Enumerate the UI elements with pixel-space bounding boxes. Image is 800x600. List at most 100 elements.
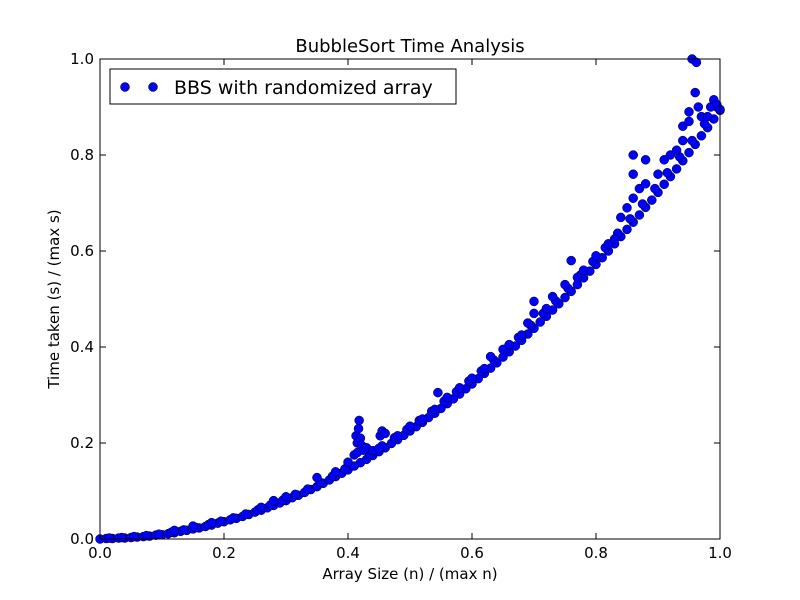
data-point: [504, 339, 514, 350]
data-point: [628, 193, 638, 203]
data-point: [417, 414, 428, 424]
legend-box: [109, 68, 457, 105]
data-point: [541, 303, 552, 314]
y-tick-label: 1.0: [70, 50, 94, 68]
chart-title: BubbleSort Time Analysis: [295, 36, 524, 57]
data-point: [560, 279, 570, 290]
data-point: [116, 532, 127, 543]
data-point: [529, 296, 539, 307]
data-point: [479, 363, 490, 374]
data-point: [640, 179, 651, 189]
data-point: [154, 529, 164, 539]
data-point: [591, 251, 601, 261]
data-point: [640, 155, 651, 165]
data-point: [467, 373, 477, 383]
data-point: [702, 111, 713, 122]
data-point: [405, 421, 415, 431]
data-point: [650, 183, 660, 194]
data-point: [330, 467, 341, 477]
data-point: [625, 214, 635, 224]
y-tick-label: 0.4: [70, 338, 94, 356]
data-point: [442, 392, 452, 403]
data-point: [374, 443, 384, 454]
data-point: [696, 131, 707, 141]
y-tick-label: 0.2: [70, 434, 94, 452]
legend: BBS with randomized array: [109, 68, 457, 105]
data-point: [240, 509, 251, 519]
data-point: [628, 169, 638, 179]
data-point: [529, 308, 539, 319]
data-point: [684, 147, 694, 158]
data-point: [290, 489, 301, 500]
data-point: [693, 102, 704, 112]
data-point: [547, 291, 558, 302]
data-point: [312, 472, 322, 483]
data-point: [256, 502, 266, 513]
y-tick-label: 0.8: [70, 146, 94, 164]
x-axis-label: Array Size (n) / (max n): [322, 565, 497, 583]
x-tick-label: 0.6: [460, 544, 484, 562]
data-point: [216, 516, 226, 526]
x-tick-label: 1.0: [708, 544, 732, 562]
data-point: [228, 513, 239, 523]
data-point: [523, 318, 533, 328]
data-point: [560, 292, 570, 303]
y-tick-label: 0.0: [70, 530, 94, 548]
x-tick-label: 0.2: [212, 544, 236, 562]
data-point: [268, 495, 279, 506]
x-tick-label: 0.4: [336, 544, 360, 562]
data-point: [566, 255, 576, 266]
data-point: [678, 135, 688, 146]
data-point: [634, 210, 645, 220]
plot-frame: [99, 58, 721, 540]
data-point: [637, 199, 648, 209]
data-point: [535, 317, 545, 327]
data-point: [662, 168, 673, 178]
data-point: [206, 517, 217, 528]
data-point: [430, 404, 440, 415]
data-point: [691, 57, 702, 68]
data-point: [671, 164, 682, 174]
data-point: [690, 87, 700, 98]
data-point: [628, 150, 638, 160]
plot-area: [100, 59, 720, 539]
data-point: [684, 107, 694, 117]
legend-marker-right: [148, 82, 158, 92]
data-point: [516, 330, 527, 340]
x-tick-label: 0.0: [88, 544, 112, 562]
data-point: [188, 521, 198, 531]
y-tick-label: 0.6: [70, 242, 94, 260]
legend-label: BBS with randomized array: [174, 77, 433, 99]
data-point: [671, 145, 682, 155]
data-point: [659, 179, 669, 190]
data-point: [485, 351, 496, 362]
data-point: [454, 383, 465, 393]
data-point: [104, 533, 115, 543]
data-point: [169, 525, 180, 536]
data-point: [281, 492, 291, 502]
data-point: [380, 428, 390, 439]
data-point: [129, 531, 139, 542]
data-points: [95, 54, 725, 544]
x-tick-label: 0.8: [584, 544, 608, 562]
data-point: [353, 423, 364, 434]
data-point: [433, 387, 443, 398]
data-point: [653, 169, 663, 179]
data-point: [616, 212, 626, 223]
data-point: [622, 224, 632, 235]
data-point: [687, 135, 697, 146]
data-point: [141, 530, 152, 541]
data-point: [178, 525, 189, 535]
data-point: [572, 272, 583, 283]
data-point: [343, 457, 353, 467]
data-point: [609, 234, 620, 244]
data-point: [302, 484, 313, 494]
data-point: [647, 195, 657, 205]
data-point: [392, 431, 403, 441]
data-point: [684, 116, 694, 127]
data-point: [622, 203, 632, 213]
data-point: [578, 265, 589, 275]
y-axis-label: Time taken (s) / (max s): [45, 209, 63, 389]
data-point: [354, 415, 364, 426]
